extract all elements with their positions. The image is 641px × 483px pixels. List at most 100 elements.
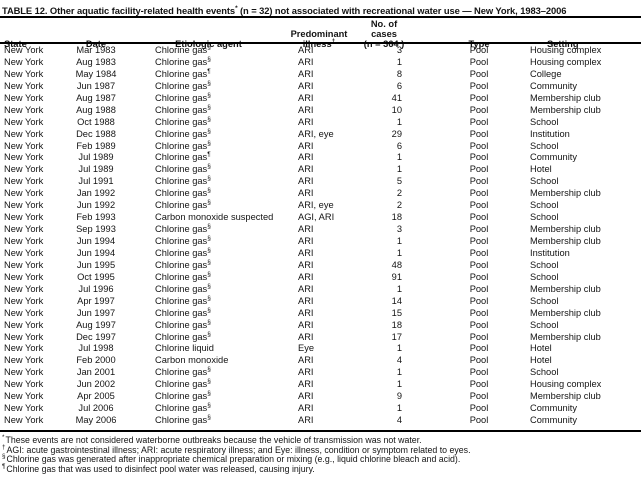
cell-predominant-illness: ARI bbox=[298, 295, 314, 306]
cell-predominant-illness: ARI bbox=[298, 80, 314, 91]
cell-etiologic-agent: Chlorine gas§ bbox=[155, 43, 211, 55]
cell-no-of-cases: 91 bbox=[391, 271, 402, 282]
cell-type: Pool bbox=[469, 271, 489, 282]
cell-predominant-illness: ARI bbox=[298, 367, 314, 378]
cell-setting: School bbox=[530, 295, 559, 306]
cell-setting: Housing complex bbox=[530, 379, 602, 390]
cell-state: New York bbox=[4, 224, 44, 235]
agent-footnote-marker: § bbox=[207, 366, 211, 374]
cell-date: Jun 1992 bbox=[76, 200, 116, 211]
cell-date: Jun 1994 bbox=[76, 247, 116, 258]
cell-predominant-illness: ARI, eye bbox=[298, 200, 334, 211]
cell-no-of-cases: 4 bbox=[396, 355, 402, 366]
cell-date: Mar 1983 bbox=[76, 45, 116, 55]
cell-date: Oct 1988 bbox=[77, 116, 115, 127]
cell-etiologic-agent: Chlorine gas§ bbox=[155, 366, 211, 378]
cell-no-of-cases: 1 bbox=[396, 403, 402, 414]
cell-no-of-cases: 4 bbox=[396, 415, 402, 426]
cell-etiologic-agent: Chlorine gas§ bbox=[155, 55, 211, 67]
cell-state: New York bbox=[4, 307, 44, 318]
cell-etiologic-agent: Chlorine gas§ bbox=[155, 139, 211, 151]
cell-etiologic-agent: Chlorine gas§ bbox=[155, 413, 211, 426]
cell-date: Jul 1998 bbox=[78, 343, 114, 354]
cell-state: New York bbox=[4, 104, 44, 115]
cell-type: Pool bbox=[469, 379, 489, 390]
cell-predominant-illness: ARI bbox=[298, 56, 314, 67]
agent-footnote-marker: ¶ bbox=[207, 67, 211, 75]
table-row: New York Aug 1983 Chlorine gas§ ARI 1 Pool Hou… bbox=[0, 55, 641, 69]
cell-type: Pool bbox=[469, 104, 489, 115]
table-row: New York Jun 1994 Chlorine gas§ ARI 1 Pool Mem… bbox=[0, 235, 641, 248]
agent-footnote-marker: § bbox=[207, 318, 211, 326]
table-row: New York Jun 1992 Chlorine gas§ ARI, eye 2 Po… bbox=[0, 199, 641, 212]
cell-no-of-cases: 1 bbox=[396, 116, 402, 127]
cell-setting: Housing complex bbox=[530, 56, 602, 67]
table-row: New York Dec 1988 Chlorine gas§ ARI, eye 29 P… bbox=[0, 128, 641, 141]
cell-type: Pool bbox=[469, 176, 489, 187]
agent-footnote-marker: § bbox=[207, 258, 211, 266]
cell-predominant-illness: ARI bbox=[298, 415, 314, 426]
cell-state: New York bbox=[4, 247, 44, 258]
cell-type: Pool bbox=[469, 164, 489, 175]
cell-etiologic-agent: Chlorine gas§ bbox=[155, 175, 211, 187]
cell-date: Jul 1991 bbox=[78, 176, 114, 187]
horizontal-rule-under-title bbox=[0, 16, 641, 18]
cell-date: Jul 1996 bbox=[78, 283, 114, 294]
cell-etiologic-agent: Carbon monoxide bbox=[155, 355, 229, 366]
agent-footnote-marker: § bbox=[207, 246, 211, 254]
footnotes: *These events are not considered waterbo… bbox=[2, 434, 639, 475]
cell-state: New York bbox=[4, 259, 44, 270]
cell-date: Jun 2002 bbox=[76, 379, 116, 390]
cell-no-of-cases: 48 bbox=[391, 259, 402, 270]
cell-setting: School bbox=[530, 116, 559, 127]
table-body: New York Mar 1983 Chlorine gas§ ARI 3 Pool Hou… bbox=[0, 43, 641, 427]
table-row: New York Feb 2000 Carbon monoxide ARI 4 Pool H… bbox=[0, 355, 641, 367]
agent-footnote-marker: § bbox=[207, 139, 211, 147]
cell-date: Feb 2000 bbox=[76, 355, 116, 366]
agent-footnote-marker: § bbox=[207, 175, 211, 183]
cell-etiologic-agent: Chlorine gas¶ bbox=[155, 151, 211, 163]
table-row: New York Jun 1995 Chlorine gas§ ARI 48 Pool Sc… bbox=[0, 258, 641, 272]
cell-no-of-cases: 1 bbox=[396, 247, 402, 258]
agent-footnote-marker: § bbox=[207, 199, 211, 207]
cell-date: Jul 1989 bbox=[78, 164, 114, 175]
column-header-row: State Date Etiologic agent Predominant i… bbox=[0, 19, 641, 49]
cell-type: Pool bbox=[469, 295, 489, 306]
cell-etiologic-agent: Chlorine liquid bbox=[155, 343, 214, 354]
cell-date: Apr 1997 bbox=[77, 295, 115, 306]
cell-no-of-cases: 17 bbox=[391, 331, 402, 342]
cell-state: New York bbox=[4, 212, 44, 223]
cell-setting: Housing complex bbox=[530, 45, 602, 55]
cell-etiologic-agent: Chlorine gas§ bbox=[155, 294, 211, 306]
cell-date: Jul 1989 bbox=[78, 152, 114, 163]
table-title: TABLE 12. Other aquatic facility-related… bbox=[2, 5, 641, 16]
cell-predominant-illness: ARI bbox=[298, 116, 314, 127]
cell-type: Pool bbox=[469, 247, 489, 258]
agent-footnote-marker: § bbox=[207, 390, 211, 398]
agent-footnote-marker: § bbox=[207, 378, 211, 386]
cell-state: New York bbox=[4, 140, 44, 151]
cell-type: Pool bbox=[469, 224, 489, 235]
column-header-state: State bbox=[4, 39, 27, 49]
cell-no-of-cases: 8 bbox=[396, 68, 402, 79]
cell-state: New York bbox=[4, 152, 44, 163]
cell-no-of-cases: 41 bbox=[391, 92, 402, 103]
cell-type: Pool bbox=[469, 140, 489, 151]
cell-no-of-cases: 1 bbox=[396, 236, 402, 246]
table-row: New York Aug 1987 Chlorine gas§ ARI 41 Pool Me… bbox=[0, 91, 641, 105]
cell-type: Pool bbox=[469, 343, 489, 354]
agent-footnote-marker: § bbox=[207, 91, 211, 99]
cell-predominant-illness: ARI bbox=[298, 224, 314, 235]
footnote-marker: § bbox=[2, 453, 6, 461]
cell-type: Pool bbox=[469, 236, 489, 246]
cell-type: Pool bbox=[469, 212, 489, 223]
horizontal-rule-bottom bbox=[0, 430, 641, 433]
cell-state: New York bbox=[4, 403, 44, 414]
footnote-dagger: †AGI: acute gastrointestinal illness; AR… bbox=[2, 443, 471, 455]
cell-etiologic-agent: Carbon monoxide suspected bbox=[155, 212, 274, 223]
cell-type: Pool bbox=[469, 80, 489, 91]
cell-setting: Institution bbox=[530, 128, 570, 139]
cell-state: New York bbox=[4, 188, 44, 199]
cell-setting: Hotel bbox=[530, 343, 552, 354]
illness-footnote-marker: † bbox=[332, 38, 336, 45]
